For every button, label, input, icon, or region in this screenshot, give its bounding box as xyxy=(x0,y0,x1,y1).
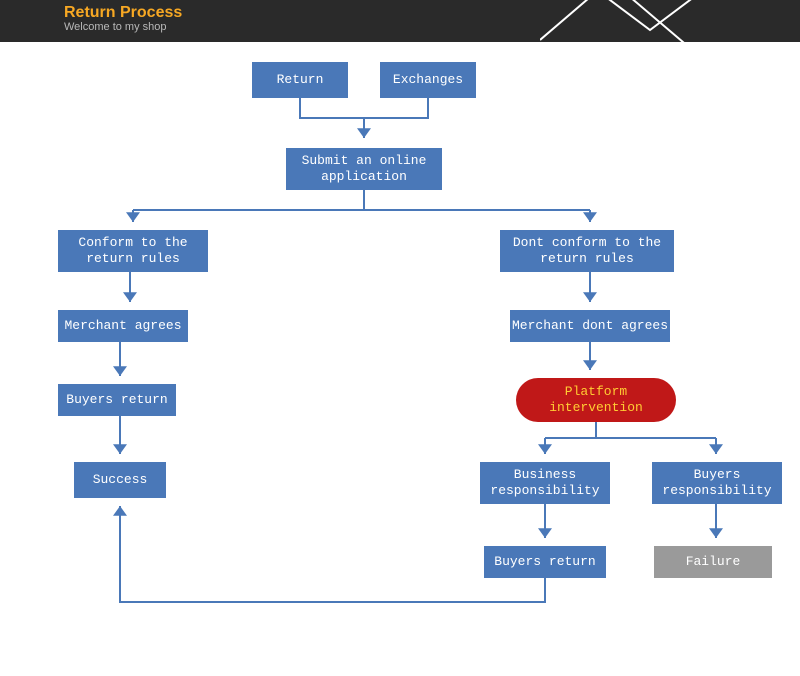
node-conform: Conform to the return rules xyxy=(58,230,208,272)
node-magree: Merchant agrees xyxy=(58,310,188,342)
node-platform: Platform intervention xyxy=(516,378,676,422)
flowchart-stage: Return Exchanges Submit an online applicat… xyxy=(0,42,800,676)
edge xyxy=(300,98,364,138)
header-decoration-icon xyxy=(540,0,760,42)
node-breturn2: Buyers return xyxy=(484,546,606,578)
header: Return Process Welcome to my shop xyxy=(0,0,800,42)
node-exchanges: Exchanges xyxy=(380,62,476,98)
node-breturn1: Buyers return xyxy=(58,384,176,416)
node-notconform: Dont conform to the return rules xyxy=(500,230,674,272)
node-success: Success xyxy=(74,462,166,498)
node-failure: Failure xyxy=(654,546,772,578)
flowchart-edges xyxy=(0,42,800,676)
node-buyresp: Buyers responsibility xyxy=(652,462,782,504)
node-submit: Submit an online application xyxy=(286,148,442,190)
node-bizresp: Business responsibility xyxy=(480,462,610,504)
node-mdont: Merchant dont agrees xyxy=(510,310,670,342)
node-return: Return xyxy=(252,62,348,98)
edge xyxy=(364,98,428,138)
edge xyxy=(120,506,545,602)
